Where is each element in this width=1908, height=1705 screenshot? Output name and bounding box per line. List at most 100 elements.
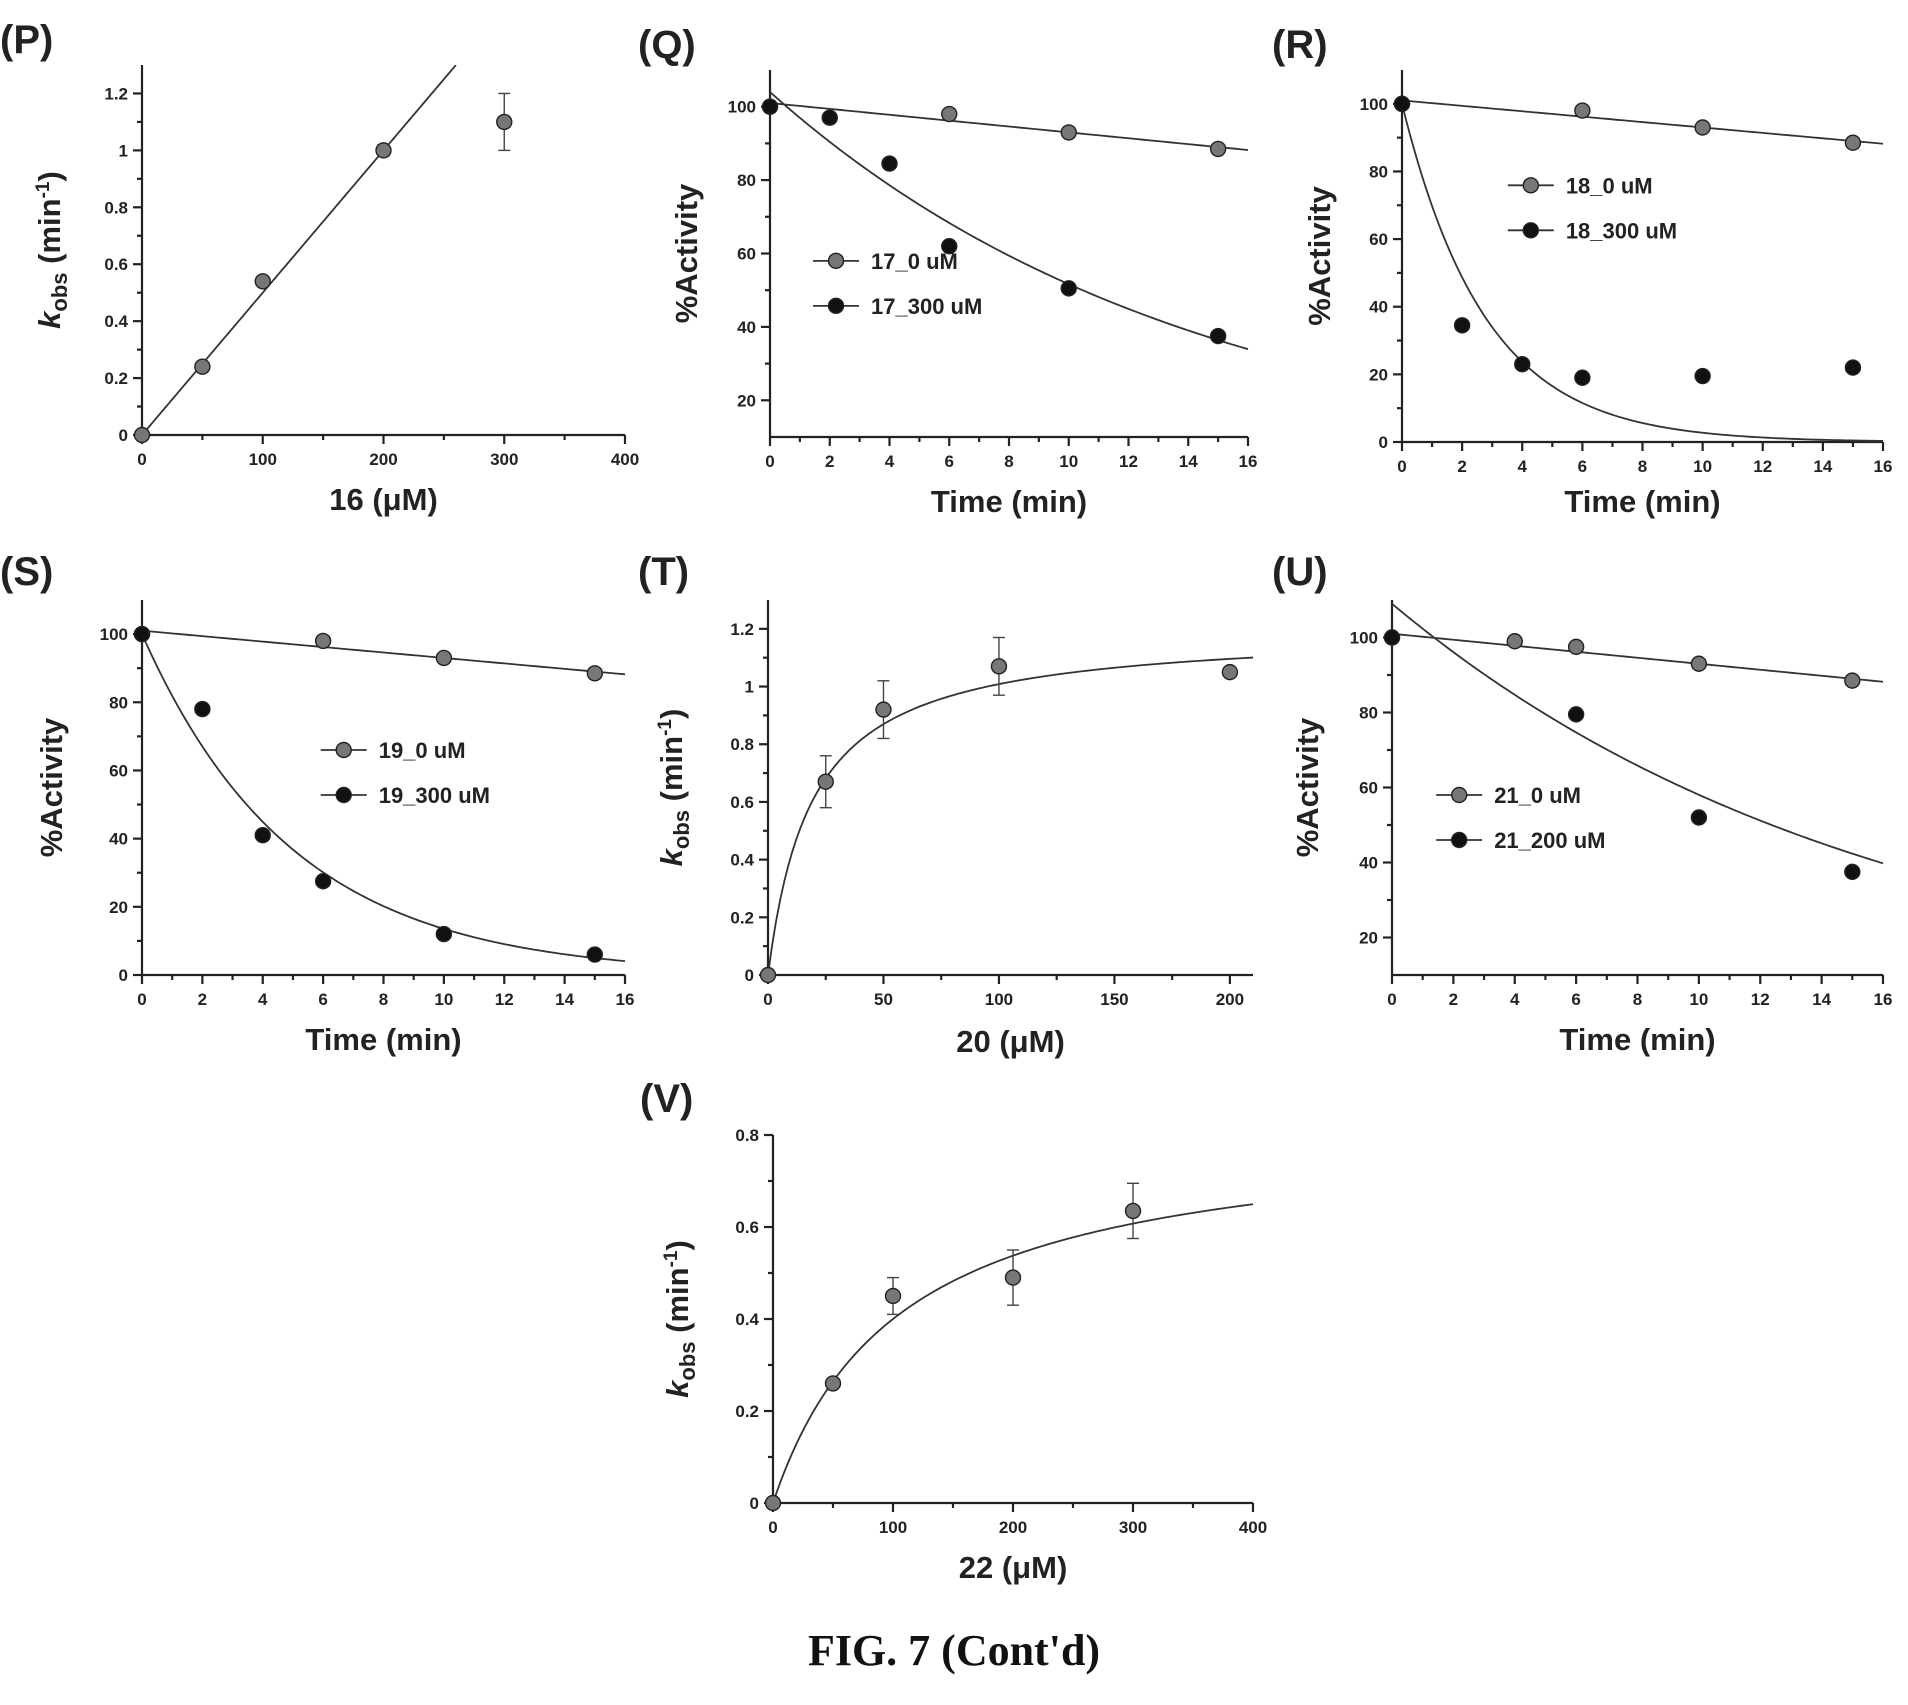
y-tick-label: 80	[1369, 162, 1388, 181]
y-axis-label: kobs (min-1)	[654, 709, 694, 867]
y-axis-label-sup: -1	[33, 181, 54, 198]
x-tick-label: 16	[616, 990, 635, 1009]
fit-curve-2	[1402, 103, 1884, 442]
panel-label: (Q)	[638, 23, 696, 67]
x-tick-label: 10	[1693, 457, 1712, 476]
x-tick-label: 12	[1753, 457, 1772, 476]
y-tick-label: 0	[750, 1494, 759, 1513]
panel-label: (U)	[1272, 550, 1328, 594]
panel-label: (S)	[0, 550, 53, 594]
data-point	[875, 701, 892, 718]
x-tick-label: 400	[611, 450, 639, 469]
y-axis-label: kobs (min-1)	[32, 171, 72, 329]
x-tick-label: 0	[137, 450, 146, 469]
x-tick-label: 200	[369, 450, 397, 469]
x-tick-label: 6	[1578, 457, 1587, 476]
y-tick-label: 60	[109, 761, 128, 780]
y-tick-label: 0.6	[735, 1218, 759, 1237]
y-tick-label: 80	[737, 171, 756, 190]
data-point	[496, 113, 513, 131]
data-point	[1690, 655, 1708, 672]
legend-label: 19_0 uM	[379, 738, 466, 763]
data-point	[314, 873, 332, 890]
legend-label: 18_0 uM	[1566, 173, 1653, 198]
legend: 17_0 uM 17_300 uM	[813, 249, 982, 319]
x-axis-label: 20 (μM)	[956, 1024, 1065, 1059]
y-tick-label: 1.2	[104, 84, 128, 103]
chart-panel-R: (R) 0 2 4 6 8 10 12 14 16 0 20 40 60 80 100 Time (min) %A…	[1272, 23, 1892, 519]
fit-curve-1	[768, 656, 1254, 975]
y-tick-label: 0	[119, 966, 128, 985]
x-tick-label: 2	[825, 452, 834, 471]
data-point	[941, 237, 958, 255]
data-point	[1567, 638, 1585, 656]
x-tick-label: 0	[1387, 990, 1396, 1009]
data-point	[1514, 356, 1531, 373]
y-tick-label: 100	[1360, 95, 1388, 114]
x-tick-label: 8	[1004, 452, 1013, 471]
x-axis-label: Time (min)	[305, 1022, 461, 1057]
data-point	[435, 925, 453, 943]
data-point	[1453, 317, 1471, 334]
data-point	[884, 1287, 902, 1305]
x-tick-label: 200	[999, 1518, 1027, 1537]
data-point	[1209, 140, 1227, 158]
legend-marker	[1522, 177, 1540, 194]
fit-curve-2	[142, 633, 626, 962]
y-tick-label: 100	[100, 625, 128, 644]
fit-curve-1	[770, 102, 1249, 151]
chart-panel-U: (U) 0 2 4 6 8 10 12 14 16 20 40 60 80 100 Time (min) %Ac…	[1272, 550, 1892, 1057]
fit-curve-1	[773, 1203, 1254, 1503]
data-point	[1393, 95, 1411, 113]
x-tick-label: 100	[879, 1518, 907, 1537]
data-point	[375, 142, 392, 159]
legend-marker	[335, 741, 352, 759]
x-tick-label: 2	[1457, 457, 1466, 476]
data-point	[1844, 672, 1861, 689]
y-tick-label: 60	[1369, 230, 1388, 249]
legend: 19_0 uM 19_300 uM	[320, 738, 490, 808]
y-axis-label-k: k	[660, 1379, 695, 1398]
x-tick-label: 4	[1510, 990, 1520, 1009]
data-point	[764, 1494, 782, 1512]
data-point	[761, 98, 779, 115]
x-tick-label: 0	[765, 452, 774, 471]
x-axis-label: 16 (μM)	[329, 482, 438, 517]
x-tick-label: 10	[434, 990, 453, 1009]
x-tick-label: 12	[1119, 452, 1138, 471]
legend-label: 19_300 uM	[379, 783, 490, 808]
data-point	[817, 773, 834, 790]
x-axis-label: Time (min)	[1564, 484, 1720, 519]
x-tick-label: 2	[198, 990, 207, 1009]
x-tick-label: 0	[763, 990, 772, 1009]
panel-label: (V)	[640, 1077, 693, 1121]
y-tick-label: 0.2	[104, 369, 128, 388]
x-tick-label: 0	[768, 1518, 777, 1537]
fit-curve-1	[1402, 99, 1884, 145]
data-point	[1124, 1202, 1142, 1220]
data-point	[824, 1375, 842, 1392]
fit-curve-1	[142, 629, 626, 676]
data-point	[1004, 1269, 1022, 1286]
data-point	[1209, 327, 1227, 345]
x-tick-label: 50	[874, 990, 893, 1009]
fit-curve-1	[142, 65, 457, 435]
y-tick-label: 0.4	[104, 312, 128, 331]
y-tick-label: 20	[109, 898, 128, 917]
y-axis-label-close: )	[660, 1240, 695, 1250]
y-axis-label-sub: obs	[675, 1341, 700, 1380]
fit-curve-2	[770, 91, 1249, 351]
data-point	[314, 632, 332, 650]
x-tick-label: 8	[1638, 457, 1647, 476]
x-tick-label: 400	[1239, 1518, 1267, 1537]
y-tick-label: 0.8	[735, 1126, 759, 1145]
x-tick-label: 14	[555, 990, 574, 1009]
y-axis-label-k: k	[654, 847, 689, 866]
data-point	[1844, 863, 1861, 881]
y-tick-label: 40	[1359, 854, 1378, 873]
y-axis-label-unit: (min	[660, 1267, 695, 1341]
panel-label: (P)	[0, 18, 53, 62]
x-tick-label: 100	[985, 990, 1013, 1009]
figure-caption: FIG. 7 (Cont'd)	[808, 1626, 1100, 1675]
